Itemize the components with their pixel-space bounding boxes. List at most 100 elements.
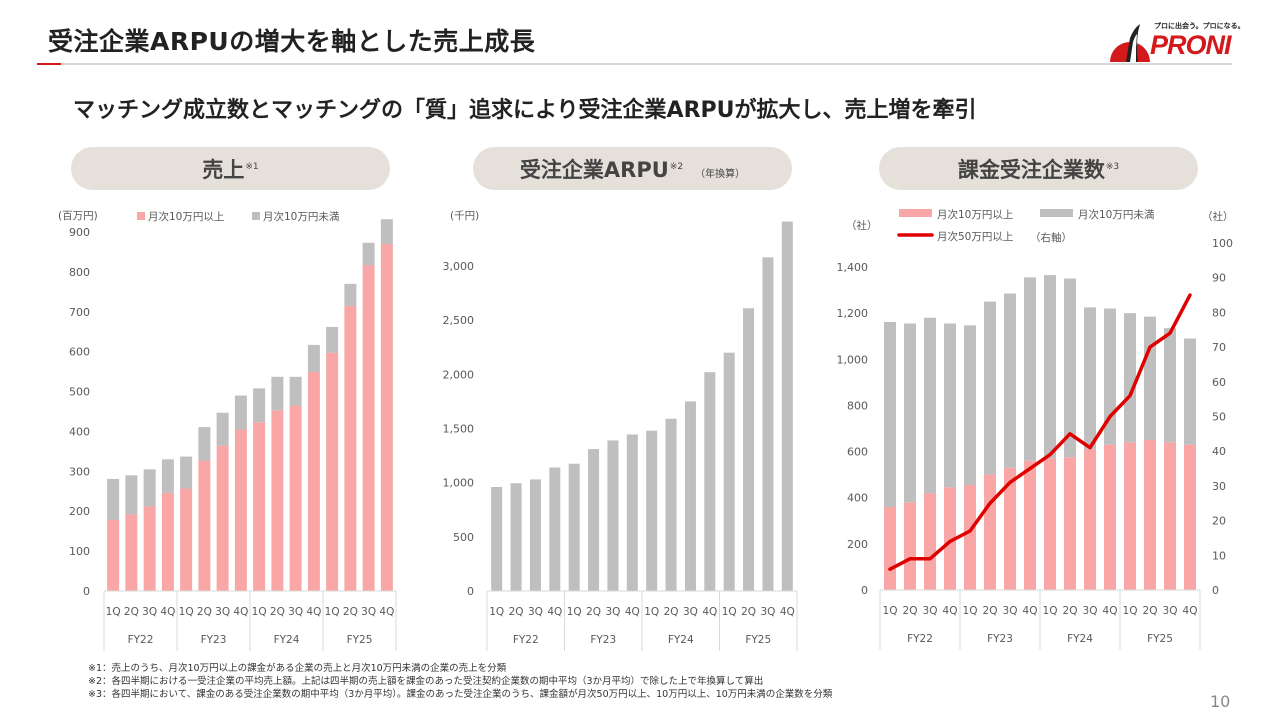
bar-primary-8 <box>253 422 266 591</box>
x-tick-label: 2Q <box>197 606 212 618</box>
legend-label: 月次10万円未満 <box>1078 208 1155 221</box>
x-tick-label: 2Q <box>664 606 679 618</box>
bar-secondary-7 <box>1024 277 1036 461</box>
page-subtitle: マッチング成立数とマッチングの「質」追求により受注企業ARPUが拡大し、売上増を… <box>73 98 977 123</box>
customers-panel-title: 課金受注企業数 ※3 <box>879 147 1198 190</box>
bar-secondary-6 <box>1004 293 1016 468</box>
y-right-tick-label: 40 <box>1212 445 1226 458</box>
x-tick-label: 1Q <box>106 606 121 618</box>
year-label: FY25 <box>745 634 771 646</box>
bar-primary-3 <box>549 467 561 591</box>
bar-secondary-3 <box>944 323 956 488</box>
y-right-tick-label: 20 <box>1212 515 1226 528</box>
y-tick-label: 0 <box>861 584 868 597</box>
bar-secondary-4 <box>964 325 976 486</box>
bar-secondary-6 <box>216 412 229 446</box>
x-tick-label: 4Q <box>1183 605 1198 617</box>
bar-secondary-8 <box>253 388 266 423</box>
bar-secondary-14 <box>1164 328 1176 443</box>
title-divider <box>37 63 1232 65</box>
x-tick-label: 4Q <box>379 606 394 618</box>
y-tick-label: 200 <box>69 505 90 518</box>
bar-secondary-7 <box>234 395 247 430</box>
bar-primary-9 <box>665 418 677 591</box>
bar-primary-6 <box>607 440 619 591</box>
year-label: FY25 <box>347 634 373 646</box>
bar-secondary-10 <box>1084 307 1096 450</box>
x-tick-label: 3Q <box>288 606 303 618</box>
x-tick-label: 2Q <box>270 606 285 618</box>
x-tick-label: 1Q <box>644 606 659 618</box>
y-tick-label: 800 <box>847 399 868 412</box>
x-tick-label: 1Q <box>179 606 194 618</box>
logo-text: PRONI <box>1150 30 1232 60</box>
bar-secondary-1 <box>904 323 916 503</box>
bar-secondary-13 <box>344 283 357 306</box>
y-right-tick-label: 100 <box>1212 237 1233 250</box>
page-title: 受注企業ARPUの増大を軸とした売上成長 <box>48 27 536 56</box>
legend-axis-note: （右軸） <box>1030 231 1072 244</box>
bar-primary-14 <box>762 257 774 591</box>
sales-title-text: 売上 <box>202 157 245 182</box>
customers-title-text: 課金受注企業数 <box>957 157 1105 182</box>
y-tick-label: 1,400 <box>837 261 869 274</box>
bar-secondary-15 <box>380 219 393 244</box>
bar-primary-13 <box>743 308 755 591</box>
proni-logo-icon <box>1110 24 1150 62</box>
legend-label: 月次10万円以上 <box>148 210 224 223</box>
x-tick-label: 1Q <box>325 606 340 618</box>
logo-tagline: プロに出会う。プロになる。 <box>1154 22 1245 30</box>
footnote-3: ※3：各四半期において、課金のある受注企業数の期中平均（3か月平均）。課金のあっ… <box>88 689 833 700</box>
x-tick-label: 1Q <box>1123 605 1138 617</box>
bar-primary-6 <box>216 445 229 591</box>
bar-secondary-11 <box>307 344 320 373</box>
y-tick-label: 200 <box>847 538 868 551</box>
x-tick-label: 4Q <box>1023 605 1038 617</box>
y-tick-label: 100 <box>69 545 90 558</box>
arpu-title-text: 受注企業ARPU <box>519 157 669 182</box>
x-tick-label: 3Q <box>528 606 543 618</box>
y-tick-label: 800 <box>69 266 90 279</box>
bar-primary-8 <box>1044 458 1056 590</box>
y-tick-label: 600 <box>847 446 868 459</box>
legend-swatch-gray <box>1040 209 1073 217</box>
bar-secondary-9 <box>271 376 284 411</box>
year-label: FY23 <box>201 634 227 646</box>
bar-primary-3 <box>944 487 956 590</box>
y-tick-label: 1,000 <box>837 353 869 366</box>
bar-primary-2 <box>529 479 541 591</box>
bar-primary-6 <box>1004 467 1016 590</box>
y-right-tick-label: 10 <box>1212 549 1226 562</box>
x-tick-label: 4Q <box>625 606 640 618</box>
x-tick-label: 2Q <box>741 606 756 618</box>
y-tick-label: 3,000 <box>443 260 475 273</box>
bar-primary-11 <box>1104 444 1116 590</box>
bar-secondary-12 <box>1124 313 1136 443</box>
bar-primary-9 <box>1064 457 1076 590</box>
x-tick-label: 1Q <box>1043 605 1058 617</box>
bar-primary-5 <box>588 449 600 591</box>
x-tick-label: 2Q <box>1063 605 1078 617</box>
bar-primary-11 <box>307 372 320 591</box>
year-label: FY24 <box>668 634 694 646</box>
bar-secondary-0 <box>107 478 120 520</box>
bar-primary-3 <box>161 492 174 591</box>
bar-primary-1 <box>125 514 138 591</box>
bar-secondary-1 <box>125 475 138 515</box>
x-tick-label: 4Q <box>780 606 795 618</box>
x-tick-label: 3Q <box>215 606 230 618</box>
y-tick-label: 1,500 <box>443 423 475 436</box>
bar-secondary-15 <box>1184 338 1196 445</box>
bar-secondary-2 <box>143 469 156 507</box>
bar-secondary-3 <box>161 459 174 493</box>
bar-primary-13 <box>1144 440 1156 590</box>
x-tick-label: 1Q <box>252 606 267 618</box>
x-tick-label: 3Q <box>361 606 376 618</box>
bar-secondary-4 <box>180 456 193 489</box>
year-label: FY22 <box>907 633 933 645</box>
x-tick-label: 2Q <box>903 605 918 617</box>
bar-secondary-5 <box>198 427 211 461</box>
year-label: FY22 <box>128 634 154 646</box>
y-tick-label: 0 <box>467 585 474 598</box>
